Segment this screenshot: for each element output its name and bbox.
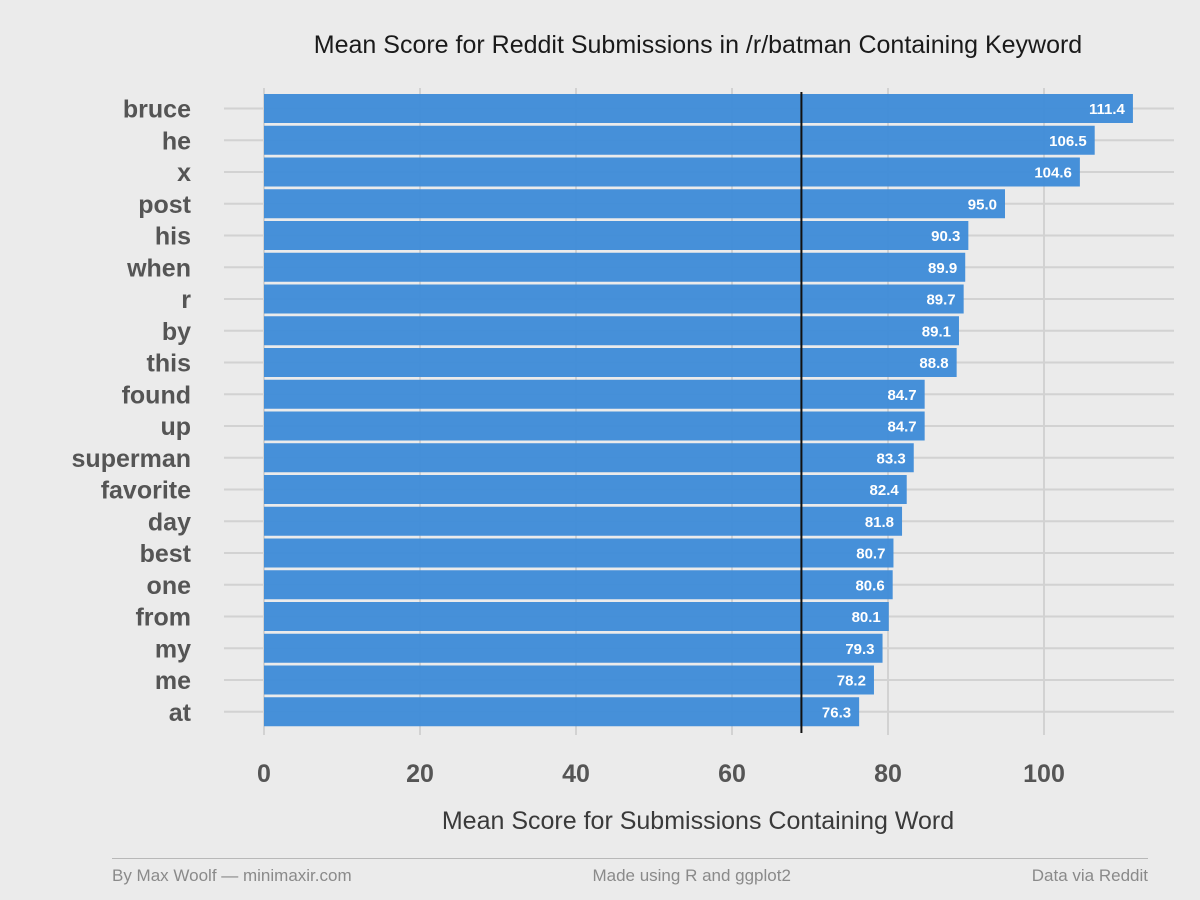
category-labels: bruce he x post his when r by this found up superma… bbox=[72, 96, 192, 727]
value-label-by: 89.1 bbox=[922, 323, 951, 340]
category-label-by: by bbox=[162, 318, 191, 346]
value-label-this: 88.8 bbox=[919, 355, 948, 372]
value-label-x: 104.6 bbox=[1034, 165, 1072, 182]
category-label-this: this bbox=[147, 350, 191, 378]
chart-title: Mean Score for Reddit Submissions in /r/… bbox=[314, 31, 1082, 59]
value-label-one: 80.6 bbox=[855, 577, 884, 594]
bar-found bbox=[264, 379, 925, 409]
category-label-superman: superman bbox=[72, 445, 191, 473]
bar-up bbox=[264, 411, 925, 441]
bar-x bbox=[264, 157, 1080, 187]
x-tick-label-80: 80 bbox=[874, 760, 902, 788]
bar-this bbox=[264, 348, 957, 377]
x-tick-label-60: 60 bbox=[718, 760, 746, 788]
footer-tools: Made using R and ggplot2 bbox=[592, 866, 791, 885]
bar-best bbox=[264, 538, 894, 568]
category-label-bruce: bruce bbox=[123, 96, 191, 124]
value-label-bruce: 111.4 bbox=[1089, 101, 1126, 118]
bar-from bbox=[264, 602, 889, 631]
x-tick-label-100: 100 bbox=[1023, 760, 1065, 788]
value-labels: 111.4106.5104.695.090.389.989.789.188.88… bbox=[822, 101, 1126, 721]
category-label-found: found bbox=[122, 381, 191, 409]
footer-source: Data via Reddit bbox=[1031, 866, 1148, 885]
x-tick-label-0: 0 bbox=[257, 760, 271, 788]
category-label-he: he bbox=[162, 127, 191, 155]
bar-when bbox=[264, 252, 966, 282]
bar-bruce bbox=[264, 94, 1133, 123]
value-label-at: 76.3 bbox=[822, 704, 851, 721]
bar-chart: Mean Score for Reddit Submissions in /r/… bbox=[72, 31, 1174, 835]
bar-favorite bbox=[264, 475, 907, 504]
value-label-up: 84.7 bbox=[887, 419, 916, 436]
value-label-best: 80.7 bbox=[856, 546, 885, 563]
bar-one bbox=[264, 570, 893, 600]
value-label-when: 89.9 bbox=[928, 260, 957, 277]
bar-he bbox=[264, 125, 1095, 155]
value-label-from: 80.1 bbox=[852, 609, 881, 626]
value-label-superman: 83.3 bbox=[877, 450, 906, 467]
bar-superman bbox=[264, 443, 914, 473]
bar-day bbox=[264, 506, 903, 536]
category-label-r: r bbox=[181, 286, 191, 314]
x-axis-label: Mean Score for Submissions Containing Wo… bbox=[442, 807, 954, 835]
category-label-when: when bbox=[126, 254, 191, 282]
x-tick-label-40: 40 bbox=[562, 760, 590, 788]
category-label-best: best bbox=[140, 540, 192, 568]
value-label-found: 84.7 bbox=[887, 387, 916, 404]
category-label-up: up bbox=[160, 413, 191, 441]
category-label-favorite: favorite bbox=[101, 477, 191, 505]
footer: By Max Woolf — minimaxir.com Made using … bbox=[112, 858, 1148, 886]
bar-his bbox=[264, 221, 969, 250]
bar-post bbox=[264, 189, 1005, 219]
category-label-from: from bbox=[135, 604, 191, 632]
value-label-his: 90.3 bbox=[931, 228, 960, 245]
value-label-me: 78.2 bbox=[837, 673, 866, 690]
bar-my bbox=[264, 633, 883, 663]
category-label-one: one bbox=[147, 572, 192, 600]
value-label-post: 95.0 bbox=[968, 196, 997, 213]
value-label-day: 81.8 bbox=[865, 514, 894, 531]
category-label-post: post bbox=[138, 191, 191, 219]
value-label-favorite: 82.4 bbox=[870, 482, 900, 499]
value-label-my: 79.3 bbox=[845, 641, 874, 658]
value-label-r: 89.7 bbox=[926, 292, 955, 309]
bars bbox=[264, 94, 1133, 727]
category-label-his: his bbox=[155, 223, 191, 251]
bar-at bbox=[264, 697, 860, 727]
bar-r bbox=[264, 284, 964, 314]
category-label-day: day bbox=[148, 508, 191, 536]
footer-credit: By Max Woolf — minimaxir.com bbox=[112, 866, 352, 885]
category-label-at: at bbox=[169, 699, 192, 727]
bar-by bbox=[264, 316, 959, 346]
value-label-he: 106.5 bbox=[1049, 133, 1087, 150]
bar-me bbox=[264, 665, 874, 695]
category-label-me: me bbox=[155, 667, 191, 695]
x-tick-labels: 0 20 40 60 80 100 bbox=[257, 760, 1065, 788]
category-label-x: x bbox=[177, 159, 191, 187]
category-label-my: my bbox=[155, 635, 191, 663]
x-tick-label-20: 20 bbox=[406, 760, 434, 788]
